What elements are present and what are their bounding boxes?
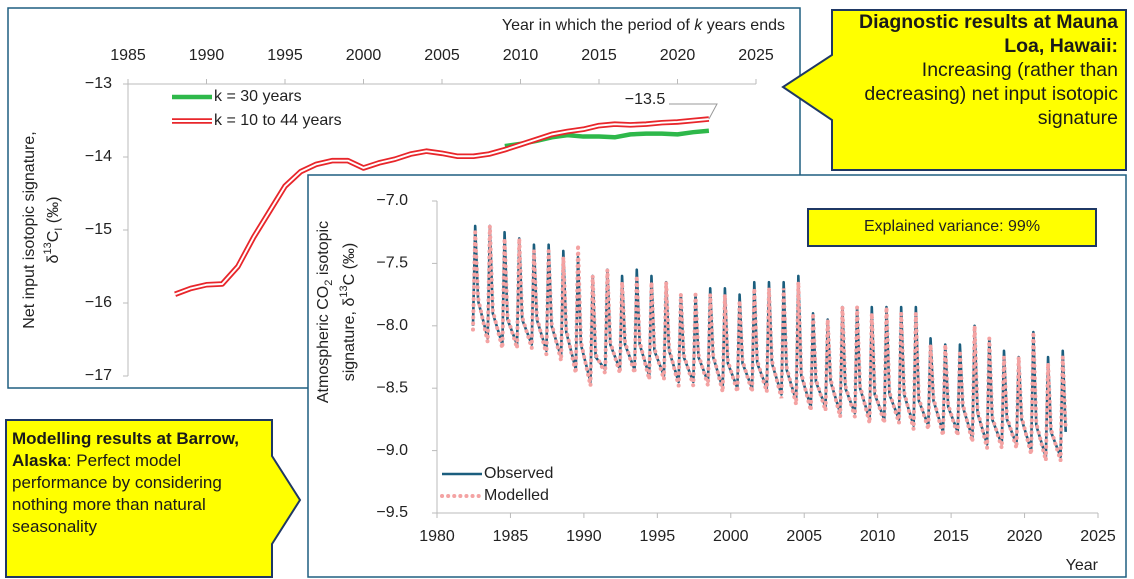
y-tick-label: −7.5 [376, 255, 408, 272]
axis-label-part: δ [45, 254, 62, 263]
axis-label-part: Atmospheric CO [315, 286, 332, 403]
callout-heading: Diagnostic results at Mauna Loa, Hawaii: [859, 11, 1118, 57]
annotation-leader [669, 103, 718, 120]
x-tick-label: 2000 [713, 528, 749, 545]
axis-label: Net input isotopic signature, [21, 131, 38, 328]
callout-shape [781, 9, 1127, 171]
y-tick-label: −16 [85, 294, 112, 311]
axis-label: Year [1066, 557, 1099, 574]
axis-label-part: (‰) [45, 197, 62, 228]
x-tick-label: 2025 [1080, 528, 1116, 545]
x-tick-label: 1990 [566, 528, 602, 545]
axis-label-part: 13 [42, 242, 54, 254]
x-tick-label: 2015 [933, 528, 969, 545]
x-tick-label: 2015 [581, 47, 617, 64]
x-tick-label: 2010 [503, 47, 539, 64]
axis-label-part: isotopic [315, 221, 332, 280]
x-tick-label: 2025 [738, 47, 774, 64]
axis-label-part: years ends [702, 17, 785, 34]
annotation: Explained variance: 99% [864, 218, 1040, 235]
x-tick-label: 1995 [640, 528, 676, 545]
x-tick-label: 1990 [189, 47, 225, 64]
y-tick-label: −17 [85, 367, 112, 384]
data-line [470, 225, 1068, 462]
axis-label: δ13CI (‰) [42, 197, 65, 264]
x-tick-label: 2000 [346, 47, 382, 64]
annotation: −13.5 [625, 91, 666, 108]
axis-label-part: Year [1066, 557, 1099, 574]
axis-label: Atmospheric CO2 isotopic [315, 221, 335, 403]
y-tick-label: −14 [85, 148, 112, 165]
axis-label-part: Year in which the period of [502, 17, 694, 34]
x-tick-label: 1985 [110, 47, 146, 64]
legend-label: Modelled [484, 487, 549, 504]
axis-label-part: k [694, 17, 703, 34]
y-tick-label: −8.0 [376, 317, 408, 334]
y-tick-label: −9.0 [376, 442, 408, 459]
legend-label: k = 10 to 44 years [214, 112, 342, 129]
axis-label-part: signature, δ [341, 298, 358, 382]
axis-label-part: C [45, 231, 62, 243]
x-tick-label: 1995 [267, 47, 303, 64]
axis-label-part: I [53, 228, 65, 231]
y-tick-label: −9.5 [376, 504, 408, 521]
x-tick-label: 2010 [860, 528, 896, 545]
y-tick-label: −7.0 [376, 192, 408, 209]
callout-barrow: Modelling results at Barrow, Alaska: Per… [12, 428, 274, 538]
callout-text: : Perfect model performance by consideri… [12, 451, 222, 536]
x-tick-label: 2005 [424, 47, 460, 64]
axis-label: Year in which the period of k years ends [502, 17, 785, 34]
callout-text: Increasing (rather than decreasing) net … [864, 59, 1118, 129]
x-tick-label: 1985 [493, 528, 529, 545]
annotation-box [807, 208, 1097, 247]
legend-label: Observed [484, 465, 553, 482]
callout-shape [5, 419, 302, 578]
x-tick-label: 2005 [786, 528, 822, 545]
x-tick-label: 1980 [419, 528, 455, 545]
callout-mauna-loa: Diagnostic results at Mauna Loa, Hawaii:… [836, 10, 1118, 130]
axis-label-part: C (‰) [341, 243, 358, 286]
y-tick-label: −13 [85, 75, 112, 92]
y-tick-label: −15 [85, 221, 112, 238]
axis-label: signature, δ13C (‰) [338, 243, 358, 382]
y-tick-label: −8.5 [376, 379, 408, 396]
axis-label-part: 13 [338, 285, 350, 297]
axis-label-part: Net input isotopic signature, [21, 131, 38, 328]
callout-heading: Modelling results at Barrow, Alaska [12, 429, 240, 470]
axis-label-part: 2 [323, 280, 335, 286]
x-tick-label: 2020 [1007, 528, 1043, 545]
legend-label: k = 30 years [214, 88, 302, 105]
x-tick-label: 2020 [660, 47, 696, 64]
data-line-inner [174, 118, 709, 296]
